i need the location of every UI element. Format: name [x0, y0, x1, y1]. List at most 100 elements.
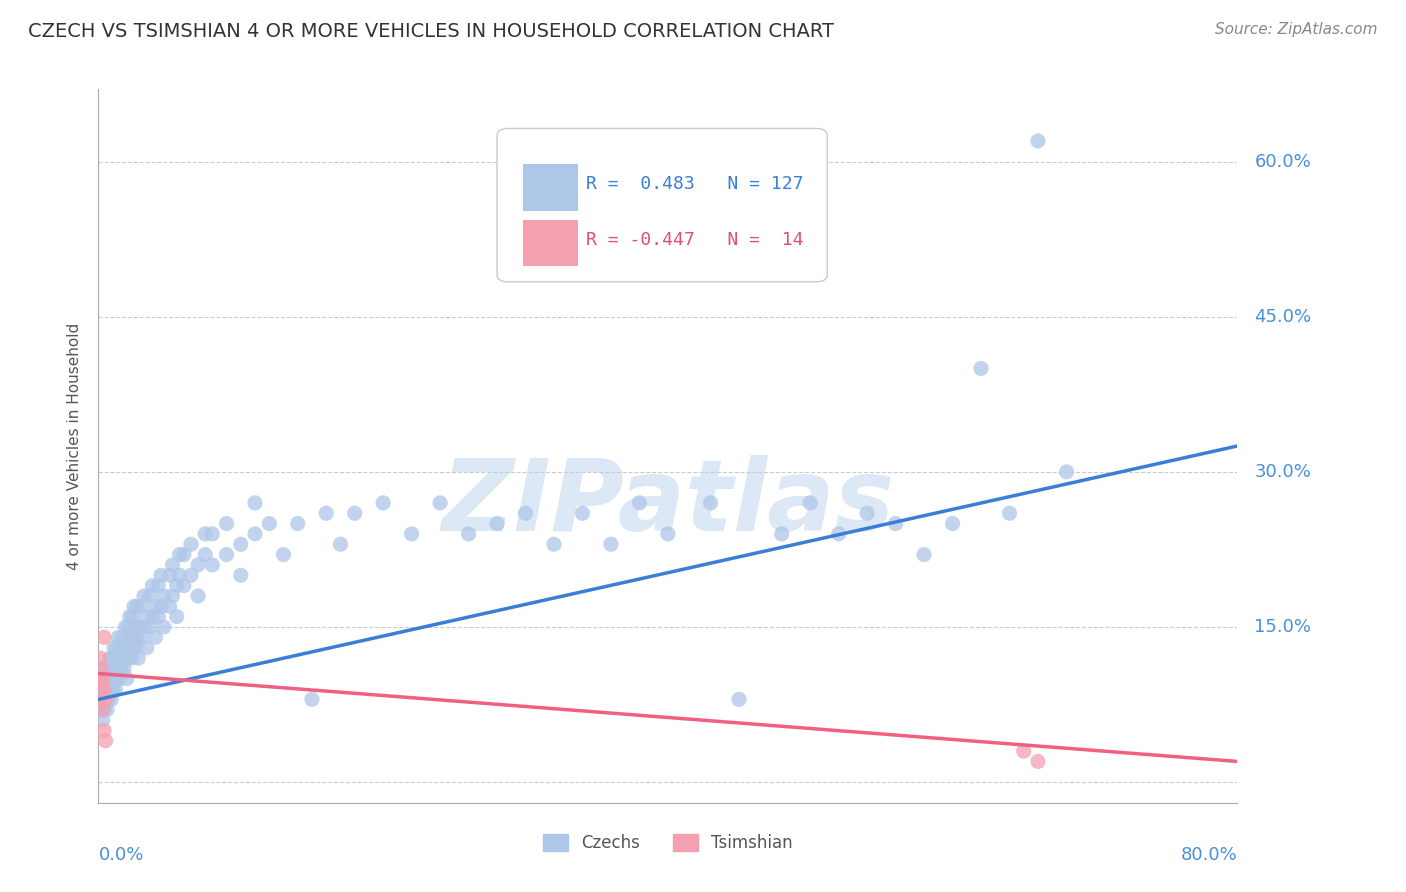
Point — [166, 609, 188, 624]
Point — [111, 630, 134, 644]
Point — [124, 640, 146, 655]
Point — [97, 672, 120, 686]
Point — [90, 692, 112, 706]
Point — [173, 548, 195, 562]
Point — [301, 692, 323, 706]
Point — [141, 579, 163, 593]
Point — [129, 630, 152, 644]
Point — [89, 651, 111, 665]
Point — [401, 527, 423, 541]
Point — [180, 537, 202, 551]
Point — [125, 599, 148, 614]
Point — [104, 681, 127, 696]
Point — [194, 527, 217, 541]
FancyBboxPatch shape — [523, 220, 578, 267]
Point — [543, 537, 565, 551]
Point — [110, 640, 132, 655]
Point — [138, 620, 160, 634]
Text: 80.0%: 80.0% — [1181, 846, 1237, 863]
Point — [145, 630, 167, 644]
Point — [159, 599, 181, 614]
Point — [91, 672, 114, 686]
Point — [93, 630, 115, 644]
Point — [942, 516, 965, 531]
Point — [259, 516, 281, 531]
Point — [115, 640, 138, 655]
Point — [115, 672, 138, 686]
Point — [600, 537, 623, 551]
Point — [132, 620, 155, 634]
Point — [127, 620, 149, 634]
Point — [1026, 755, 1049, 769]
Point — [101, 681, 124, 696]
Point — [100, 692, 122, 706]
Text: Source: ZipAtlas.com: Source: ZipAtlas.com — [1215, 22, 1378, 37]
Point — [162, 558, 184, 572]
Point — [243, 527, 266, 541]
Text: CZECH VS TSIMSHIAN 4 OR MORE VEHICLES IN HOUSEHOLD CORRELATION CHART: CZECH VS TSIMSHIAN 4 OR MORE VEHICLES IN… — [28, 22, 834, 41]
Point — [93, 672, 115, 686]
Point — [93, 723, 115, 738]
Text: R = -0.447   N =  14: R = -0.447 N = 14 — [586, 231, 803, 249]
Point — [118, 640, 141, 655]
Point — [124, 620, 146, 634]
Point — [201, 527, 224, 541]
Point — [117, 620, 139, 634]
Point — [138, 589, 160, 603]
Point — [91, 703, 114, 717]
Point — [110, 661, 132, 675]
Point — [180, 568, 202, 582]
Text: R =  0.483   N = 127: R = 0.483 N = 127 — [586, 176, 803, 194]
Point — [187, 589, 209, 603]
Point — [91, 681, 114, 696]
Point — [94, 733, 117, 747]
Point — [150, 568, 173, 582]
Point — [153, 589, 176, 603]
Point — [699, 496, 721, 510]
Point — [129, 599, 152, 614]
Point — [98, 681, 121, 696]
Point — [169, 568, 191, 582]
Text: 45.0%: 45.0% — [1254, 308, 1312, 326]
Point — [828, 527, 851, 541]
Text: 30.0%: 30.0% — [1254, 463, 1312, 481]
Point — [108, 651, 131, 665]
Point — [94, 661, 117, 675]
Point — [373, 496, 395, 510]
Point — [571, 506, 593, 520]
Point — [90, 692, 112, 706]
Point — [515, 506, 537, 520]
Point — [1026, 134, 1049, 148]
Point — [486, 516, 509, 531]
Point — [127, 651, 149, 665]
Point — [125, 630, 148, 644]
Point — [215, 548, 238, 562]
Point — [121, 640, 143, 655]
Point — [159, 568, 181, 582]
Point — [229, 568, 252, 582]
Point — [287, 516, 309, 531]
Point — [122, 630, 145, 644]
Point — [215, 516, 238, 531]
Point — [169, 548, 191, 562]
Point — [135, 640, 157, 655]
Point — [187, 558, 209, 572]
Point — [100, 661, 122, 675]
Point — [457, 527, 479, 541]
Point — [329, 537, 352, 551]
Point — [162, 589, 184, 603]
Point — [141, 609, 163, 624]
Point — [90, 661, 112, 675]
Point — [112, 661, 135, 675]
Point — [145, 599, 167, 614]
Point — [114, 620, 136, 634]
Point — [105, 640, 128, 655]
Point — [112, 640, 135, 655]
Point — [94, 692, 117, 706]
Point — [770, 527, 793, 541]
Point — [166, 579, 188, 593]
Point — [89, 672, 111, 686]
Point — [90, 681, 112, 696]
Point — [273, 548, 295, 562]
Point — [107, 661, 129, 675]
